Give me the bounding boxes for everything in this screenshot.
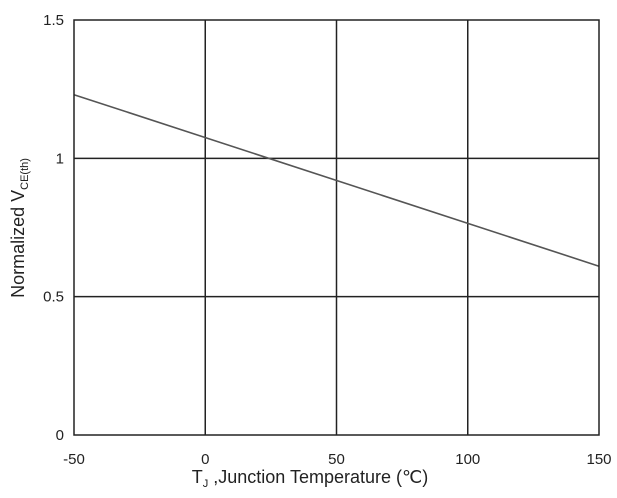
x-tick-label: -50 bbox=[63, 451, 85, 468]
y-tick-label: 0.5 bbox=[43, 289, 64, 306]
y-tick-label: 1 bbox=[56, 150, 64, 167]
series-line bbox=[73, 93, 600, 267]
series-layer bbox=[73, 93, 600, 267]
y-tick-labels: 0 0.5 1 1.5 bbox=[43, 12, 64, 444]
grid-layer bbox=[74, 20, 599, 435]
y-tick-label: 0 bbox=[56, 427, 64, 444]
x-tick-label: 50 bbox=[328, 451, 345, 468]
plot-frame bbox=[73, 19, 600, 436]
x-tick-label: 0 bbox=[201, 451, 209, 468]
x-tick-labels: -50 0 50 100 150 bbox=[63, 451, 611, 468]
y-tick-label: 1.5 bbox=[43, 12, 64, 29]
x-tick-label: 150 bbox=[586, 451, 611, 468]
y-axis-title: Normalized VCE(th) bbox=[8, 158, 31, 298]
x-tick-label: 100 bbox=[455, 451, 480, 468]
x-axis-title: TJ ,Junction Temperature (℃) bbox=[192, 467, 428, 490]
